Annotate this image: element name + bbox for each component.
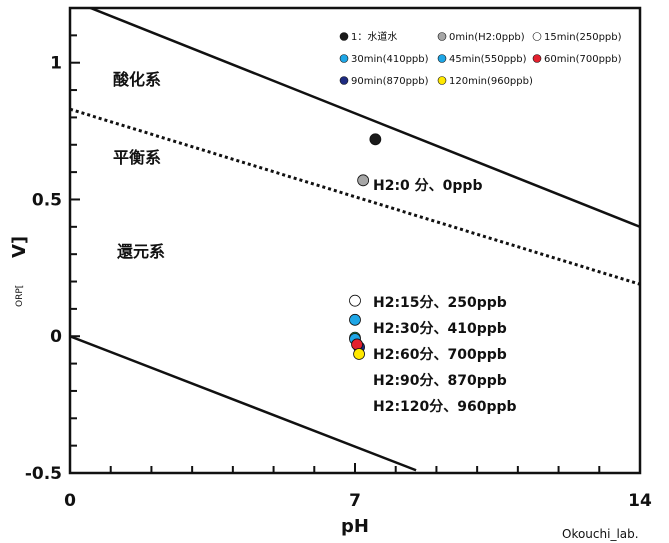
legend-marker [532, 54, 542, 63]
y-tick-label: 0 [50, 327, 62, 347]
y-axis-title: ORP[ [15, 285, 25, 307]
data-point [357, 174, 370, 187]
data-point [349, 313, 361, 326]
x-tick-label: 7 [349, 491, 361, 511]
data-point [349, 294, 361, 307]
reduction-boundary-line [70, 335, 417, 472]
region-label: 還元系 [117, 242, 165, 261]
region-label: 平衡系 [113, 148, 161, 167]
region-label: 酸化系 [113, 70, 161, 89]
oxidation-boundary-line [87, 8, 640, 228]
legend-label: 45min(550ppb) [449, 54, 527, 65]
legend-label: 60min(700ppb) [544, 54, 622, 65]
legend-marker [532, 32, 542, 41]
legend-label: 120min(960ppb) [449, 76, 533, 87]
y-tick-label: 0.5 [32, 190, 62, 210]
credit-text: Okouchi_lab. [562, 527, 639, 541]
x-axis-title: pH [341, 516, 369, 537]
legend-label: 1：水道水 [351, 30, 397, 43]
legend-label: 15min(250ppb) [544, 32, 622, 43]
point-annotation: H2:0 分、0ppb [373, 178, 482, 194]
data-point [351, 338, 363, 351]
legend-label: 90min(870ppb) [351, 76, 429, 87]
legend-marker [437, 54, 447, 63]
point-annotation: H2:120分、960ppb [373, 399, 517, 415]
y-tick-label: 1 [50, 54, 62, 74]
point-annotation: H2:90分、870ppb [373, 373, 507, 389]
point-annotation: H2:60分、700ppb [373, 347, 507, 363]
legend-marker [339, 54, 349, 63]
legend-marker [339, 32, 349, 41]
x-tick-label: 0 [64, 491, 76, 511]
point-annotation: H2:15分、250ppb [373, 295, 507, 311]
point-annotation: H2:30分、410ppb [373, 321, 507, 337]
legend-marker [437, 32, 447, 41]
y-tick-label: -0.5 [25, 464, 62, 484]
x-tick-label: 14 [628, 491, 652, 511]
data-point [369, 133, 382, 146]
legend-marker [437, 76, 447, 85]
legend-label: 30min(410ppb) [351, 54, 429, 65]
legend-label: 0min(H2:0ppb) [449, 32, 525, 43]
data-point [353, 348, 365, 360]
y-axis-unit: V] [9, 236, 30, 258]
legend-marker [339, 76, 349, 85]
